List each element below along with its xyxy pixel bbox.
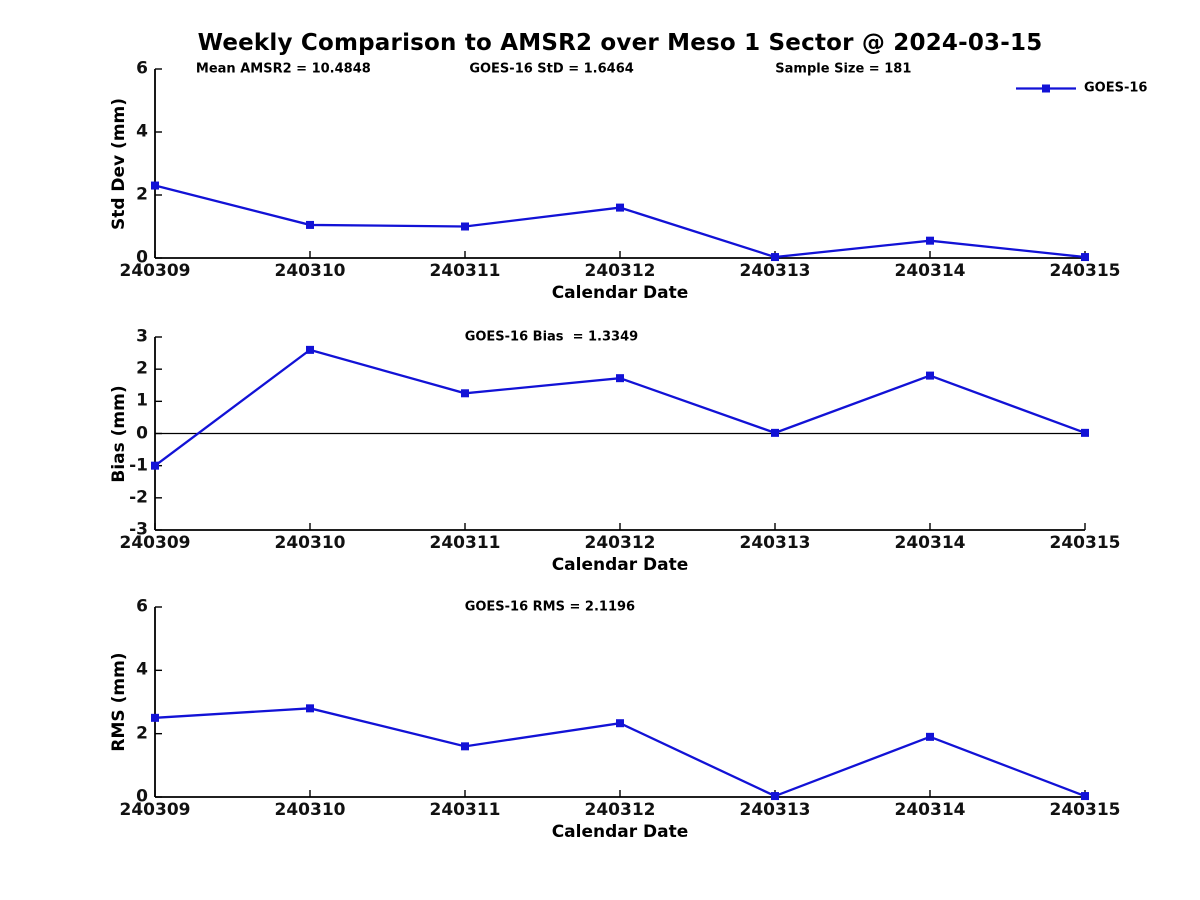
y-tick-label: 0 [136,247,148,268]
data-point-marker [151,461,159,470]
x-tick-label: 240314 [894,800,966,820]
y-tick-label: 4 [136,659,148,680]
legend-marker-icon [1042,84,1050,92]
data-point-marker [1081,253,1089,262]
data-point-marker [616,719,624,728]
y-tick-label: -1 [129,455,148,476]
annotation: GOES-16 Bias = 1.3349 [464,329,639,345]
x-tick-label: 240311 [429,800,501,820]
x-tick-label: 240315 [1049,533,1121,553]
y-axis-label-bias: Bias (mm) [109,384,129,483]
y-tick-label: 2 [136,184,148,205]
y-tick-label: -3 [129,519,148,540]
data-point-marker [1081,792,1089,801]
data-point-marker [926,732,934,741]
plot-area-rms: GOES-16 RMS = 2.1196 [151,600,1089,801]
annotation: GOES-16 StD = 1.6464 [469,61,634,77]
chart-svg [151,68,1089,262]
data-point-marker [1081,428,1089,437]
legend-line-sample [1016,84,1076,92]
x-tick-label: 240315 [1049,261,1121,281]
y-tick-label: 2 [136,723,148,744]
y-tick-label: 6 [136,596,148,617]
x-tick-label: 240310 [274,261,346,281]
plot-area-std-dev: Mean AMSR2 = 10.4848 GOES-16 StD = 1.6464… [151,62,1089,262]
x-tick-label: 240314 [894,261,966,281]
y-tick-label: 0 [136,423,148,443]
data-point-marker [461,742,469,751]
series-line-goes16 [154,184,1086,259]
x-tick-label: 240310 [274,800,346,820]
data-point-marker [306,220,314,229]
data-point-marker [151,181,159,190]
y-axis-label-rms: RMS (mm) [109,652,129,752]
data-point-marker [306,704,314,713]
x-axis-label-calendar-date: Calendar Date [551,555,689,575]
y-tick-label: 4 [136,121,148,142]
y-tick-label: 3 [136,326,148,347]
x-tick-label: 240312 [584,800,656,820]
data-point-marker [616,374,624,383]
legend-label: GOES-16 [1084,80,1148,96]
figure-title: Weekly Comparison to AMSR2 over Meso 1 S… [197,30,1043,56]
data-point-marker [461,389,469,398]
y-tick-label: 6 [136,58,148,79]
x-tick-label: 240313 [739,261,811,281]
x-tick-label: 240312 [584,261,656,281]
y-tick-label: -2 [129,487,148,508]
x-tick-label: 240313 [739,800,811,820]
x-axis-label-calendar-date: Calendar Date [551,283,689,303]
annotation: GOES-16 RMS = 2.1196 [464,599,636,615]
y-tick-label: 0 [136,786,148,807]
x-tick-label: 240315 [1049,800,1121,820]
x-tick-label: 240309 [119,533,191,553]
data-point-marker [926,371,934,380]
x-tick-label: 240314 [894,533,966,553]
x-tick-label: 240311 [429,533,501,553]
data-point-marker [771,253,779,262]
data-point-marker [306,345,314,354]
x-tick-label: 240311 [429,261,501,281]
annotation: Sample Size = 181 [775,61,912,77]
data-point-marker [151,713,159,722]
series-line-goes16 [154,348,1086,467]
x-tick-label: 240310 [274,533,346,553]
data-point-marker [461,222,469,231]
y-axis-label-std-dev: Std Dev (mm) [109,97,129,230]
x-tick-label: 240313 [739,533,811,553]
chart-svg [151,606,1089,801]
legend: GOES-16 [1015,81,1147,96]
x-tick-label: 240309 [119,261,191,281]
y-tick-label: 2 [136,358,148,379]
chart-svg [151,336,1089,531]
data-point-marker [926,236,934,245]
x-axis-label-calendar-date: Calendar Date [551,822,689,842]
y-tick-label: 1 [136,390,148,411]
data-point-marker [771,792,779,801]
x-tick-label: 240309 [119,800,191,820]
plot-area-bias: GOES-16 Bias = 1.3349 [151,330,1089,531]
data-point-marker [771,428,779,437]
x-tick-label: 240312 [584,533,656,553]
annotation: Mean AMSR2 = 10.4848 [195,61,371,77]
data-point-marker [616,203,624,212]
